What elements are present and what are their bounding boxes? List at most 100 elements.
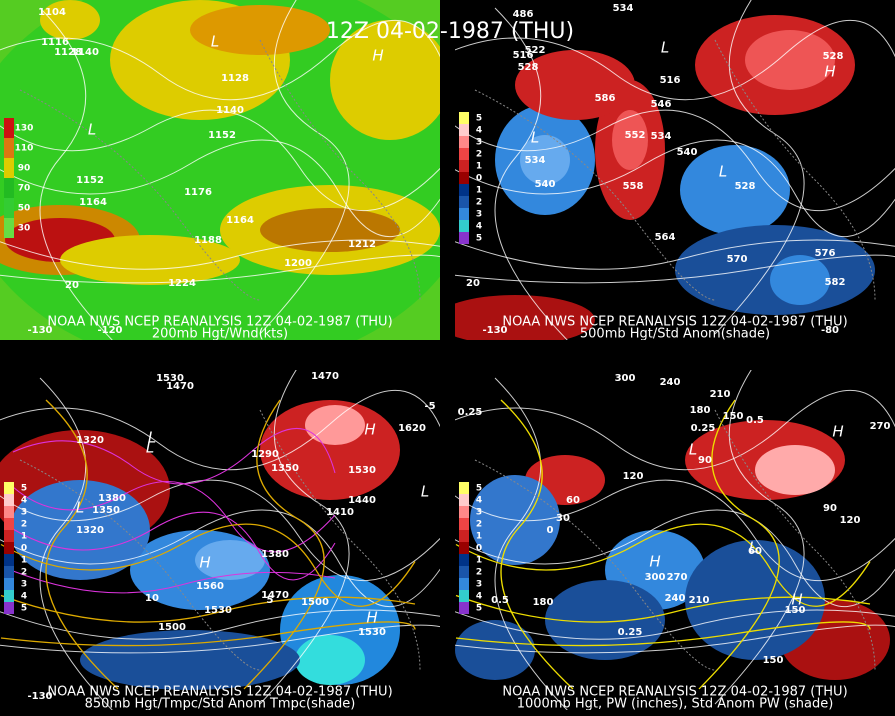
source-label: NOAA NWS NCEP REANALYSIS 12Z 04-02-1987 … (502, 685, 847, 700)
contour (455, 109, 895, 212)
legend-label: 2 (21, 568, 27, 578)
contour-label: 20 (65, 280, 79, 291)
contour-label: 1410 (326, 507, 354, 518)
legend-label: 5 (476, 114, 482, 124)
contour (0, 109, 440, 212)
contour-label: H (199, 554, 210, 572)
contour-label: 528 (823, 51, 844, 62)
legend-swatch (459, 196, 469, 208)
contour-label: 60 (748, 546, 762, 557)
legend-label: 5 (21, 604, 27, 614)
contour (455, 239, 895, 270)
contour-yellow (698, 399, 780, 690)
contour (0, 254, 440, 284)
legend-swatch (459, 148, 469, 160)
shade (685, 540, 825, 660)
contour (455, 389, 895, 471)
contour-label: 0.5 (746, 415, 764, 426)
legend-label: 130 (15, 124, 34, 134)
legend-swatch (4, 218, 14, 238)
source-label: NOAA NWS NCEP REANALYSIS 12Z 04-02-1987 … (47, 315, 392, 330)
contour-label: 1128 (221, 73, 249, 84)
contour-label: 546 (651, 99, 672, 110)
shade (612, 110, 648, 170)
contour-label: 210 (710, 389, 731, 400)
legend-label: 0 (476, 174, 482, 184)
contour-label: 240 (660, 377, 681, 388)
legend-swatch (4, 178, 14, 198)
contour-label: H (366, 609, 377, 627)
legend-swatch (4, 578, 14, 590)
contour-label: -130 (27, 325, 52, 336)
source-label: NOAA NWS NCEP REANALYSIS 12Z 04-02-1987 … (47, 685, 392, 700)
contour-label: 1470 (311, 371, 339, 382)
contour-label: 516 (513, 50, 534, 61)
contour-label: 0.25 (691, 423, 716, 434)
legend-label: 30 (18, 224, 31, 234)
legend-swatch (4, 506, 14, 518)
contour-label: H (832, 423, 843, 441)
contour-label: H (649, 553, 660, 571)
legend-swatch (4, 482, 14, 494)
contour-label: 1530 (156, 373, 184, 384)
legend-label: 0 (476, 544, 482, 554)
contour-label: L (148, 429, 156, 447)
coastline (19, 409, 421, 671)
contour-yellow (500, 399, 574, 690)
legend-swatch (459, 208, 469, 220)
contour (714, 370, 805, 705)
panel: 54321012345534486522516528L516528H586546… (455, 0, 895, 340)
legend-label: 70 (18, 184, 31, 194)
contour-label: 300 (615, 373, 636, 384)
contour-label: 1212 (348, 239, 376, 250)
contour-label: 1350 (92, 505, 120, 516)
contour-label: 1290 (251, 449, 279, 460)
contour-label: H (372, 47, 383, 65)
contour-label: 240 (665, 593, 686, 604)
contour (0, 139, 440, 237)
contour (455, 139, 895, 237)
contour-label: 300 (645, 572, 666, 583)
legend-swatch (459, 506, 469, 518)
contour-label: 1152 (76, 175, 104, 186)
legend-label: 3 (21, 508, 27, 518)
contour-label: 90 (823, 503, 837, 514)
coastline (19, 39, 421, 301)
contour-label: 120 (840, 515, 861, 526)
contour-label: 522 (525, 45, 546, 56)
legend-swatch (459, 494, 469, 506)
contour (494, 377, 568, 710)
contour-yellow (0, 594, 416, 623)
contour-label: 150 (723, 411, 744, 422)
contour-label: 180 (690, 405, 711, 416)
legend-label: 3 (476, 508, 482, 518)
legend-swatch (4, 138, 14, 158)
map-title: 12Z 04-02-1987 (THU) (326, 19, 574, 44)
contour (455, 19, 895, 101)
contour (0, 624, 440, 654)
contour-label: 1470 (261, 590, 289, 601)
contour-label: L (76, 499, 84, 517)
contour-label: 534 (613, 3, 634, 14)
panel-caption: 1000mb Hgt, PW (inches), Std Anom PW (sh… (517, 697, 834, 712)
shade (545, 580, 665, 660)
contour-label: 90 (698, 455, 712, 466)
legend-label: 3 (21, 580, 27, 590)
contour-yellow (455, 594, 871, 623)
contour-label: 1116 (41, 37, 69, 48)
legend-swatch (459, 136, 469, 148)
legend-swatch (459, 172, 469, 184)
contour-label: 1320 (76, 525, 104, 536)
shade (60, 235, 240, 285)
contour-label: 1350 (271, 463, 299, 474)
legend-swatch (459, 232, 469, 244)
contour-label: -80 (821, 325, 839, 336)
legend-swatch (459, 554, 469, 566)
contour (714, 0, 805, 335)
contour-label: 210 (689, 595, 710, 606)
contour-label: 540 (535, 179, 556, 190)
legend-label: 4 (476, 126, 482, 136)
contour-label: 1188 (194, 235, 222, 246)
legend-swatch (459, 590, 469, 602)
